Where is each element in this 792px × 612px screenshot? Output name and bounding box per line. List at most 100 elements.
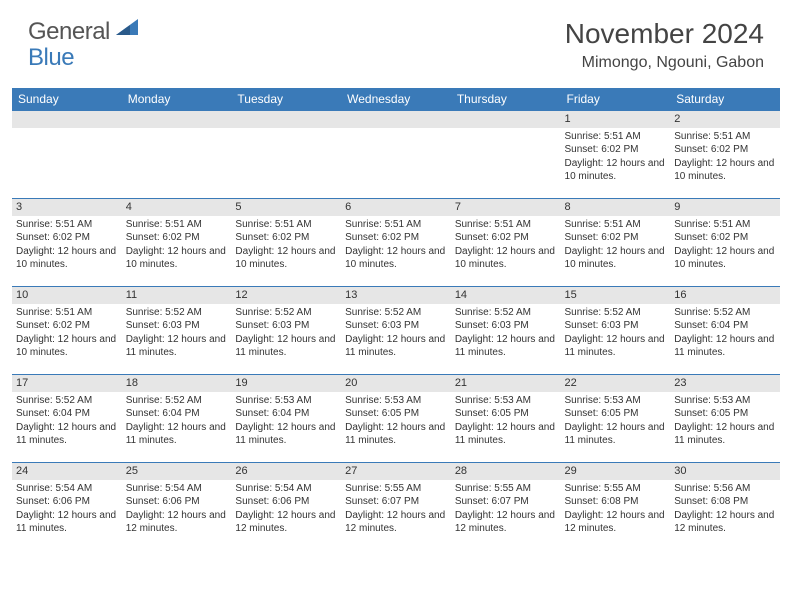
day-info: Sunrise: 5:52 AMSunset: 6:03 PMDaylight:… [126,306,228,360]
day-number: 3 [12,199,122,216]
day-header: Friday [561,88,671,111]
calendar-table: SundayMondayTuesdayWednesdayThursdayFrid… [12,88,780,551]
day-number: 20 [341,375,451,392]
day-cell: 28 Sunrise: 5:55 AMSunset: 6:07 PMDayligh… [451,463,561,551]
calendar-week: 24 Sunrise: 5:54 AMSunset: 6:06 PMDayligh… [12,463,780,551]
day-number: 17 [12,375,122,392]
day-number: 12 [231,287,341,304]
day-cell: 22Sunrise: 5:53 AMSunset: 6:05 PMDayligh… [561,375,671,463]
day-cell: 12Sunrise: 5:52 AMSunset: 6:03 PMDayligh… [231,287,341,375]
day-number: 14 [451,287,561,304]
day-header: Tuesday [231,88,341,111]
day-cell: 18 Sunrise: 5:52 AMSunset: 6:04 PMDayligh… [122,375,232,463]
day-header: Sunday [12,88,122,111]
day-cell: 24Sunrise: 5:54 AMSunset: 6:06 PMDayligh… [12,463,122,551]
day-cell [341,111,451,199]
day-info: Sunrise: 5:52 AMSunset: 6:04 PMDaylight:… [126,394,228,448]
day-number: 19 [231,375,341,392]
day-info: Sunrise: 5:52 AMSunset: 6:03 PMDaylight:… [345,306,447,360]
day-number: 9 [670,199,780,216]
day-cell: 25Sunrise: 5:54 AMSunset: 6:06 PMDayligh… [122,463,232,551]
day-cell: 11Sunrise: 5:52 AMSunset: 6:03 PMDayligh… [122,287,232,375]
day-info: Sunrise: 5:55 AMSunset: 6:07 PMDaylight:… [455,482,557,536]
day-cell [12,111,122,199]
day-info: Sunrise: 5:51 AMSunset: 6:02 PMDaylight:… [565,130,667,184]
day-cell: 23Sunrise: 5:53 AMSunset: 6:05 PMDayligh… [670,375,780,463]
day-info: Sunrise: 5:51 AMSunset: 6:02 PMDaylight:… [674,130,776,184]
day-number: 6 [341,199,451,216]
day-number: 22 [561,375,671,392]
day-cell: 3 Sunrise: 5:51 AMSunset: 6:02 PMDaylight… [12,199,122,287]
calendar-week: 1Sunrise: 5:51 AMSunset: 6:02 PMDaylight… [12,111,780,199]
day-cell [231,111,341,199]
location: Mimongo, Ngouni, Gabon [565,54,764,72]
logo-triangle-icon [116,19,138,40]
day-cell: 21Sunrise: 5:53 AMSunset: 6:05 PMDayligh… [451,375,561,463]
day-info: Sunrise: 5:51 AMSunset: 6:02 PMDaylight:… [16,306,118,360]
day-number: 26 [231,463,341,480]
day-info: Sunrise: 5:53 AMSunset: 6:04 PMDaylight:… [235,394,337,448]
day-number: 27 [341,463,451,480]
day-number: 25 [122,463,232,480]
day-number-empty [122,111,232,128]
day-cell: 10 Sunrise: 5:51 AMSunset: 6:02 PMDayligh… [12,287,122,375]
day-info: Sunrise: 5:51 AMSunset: 6:02 PMDaylight:… [16,218,118,272]
day-cell: 30 Sunrise: 5:56 AMSunset: 6:08 PMDayligh… [670,463,780,551]
day-number: 5 [231,199,341,216]
title-block: November 2024 Mimongo, Ngouni, Gabon [565,18,764,72]
day-number: 4 [122,199,232,216]
day-number: 30 [670,463,780,480]
day-number: 7 [451,199,561,216]
day-cell: 9Sunrise: 5:51 AMSunset: 6:02 PMDaylight… [670,199,780,287]
day-number-empty [451,111,561,128]
day-number-empty [231,111,341,128]
calendar-body: 1Sunrise: 5:51 AMSunset: 6:02 PMDaylight… [12,111,780,551]
day-number: 18 [122,375,232,392]
day-header: Thursday [451,88,561,111]
day-info: Sunrise: 5:52 AMSunset: 6:03 PMDaylight:… [565,306,667,360]
day-info: Sunrise: 5:51 AMSunset: 6:02 PMDaylight:… [126,218,228,272]
day-info: Sunrise: 5:51 AMSunset: 6:02 PMDaylight:… [565,218,667,272]
day-cell [122,111,232,199]
calendar-week: 10 Sunrise: 5:51 AMSunset: 6:02 PMDayligh… [12,287,780,375]
day-number: 10 [12,287,122,304]
logo-text-blue: Blue [28,44,74,71]
day-cell: 6Sunrise: 5:51 AMSunset: 6:02 PMDaylight… [341,199,451,287]
day-cell: 4 Sunrise: 5:51 AMSunset: 6:02 PMDaylight… [122,199,232,287]
day-cell: 16Sunrise: 5:52 AMSunset: 6:04 PMDayligh… [670,287,780,375]
day-number: 13 [341,287,451,304]
day-cell: 13 Sunrise: 5:52 AMSunset: 6:03 PMDayligh… [341,287,451,375]
day-info: Sunrise: 5:56 AMSunset: 6:08 PMDaylight:… [674,482,776,536]
month-title: November 2024 [565,18,764,50]
day-cell: 8 Sunrise: 5:51 AMSunset: 6:02 PMDaylight… [561,199,671,287]
day-number: 28 [451,463,561,480]
day-cell: 14Sunrise: 5:52 AMSunset: 6:03 PMDayligh… [451,287,561,375]
day-number-empty [12,111,122,128]
logo: General [28,18,140,46]
day-info: Sunrise: 5:52 AMSunset: 6:04 PMDaylight:… [674,306,776,360]
day-number: 8 [561,199,671,216]
day-number: 23 [670,375,780,392]
day-cell: 2 Sunrise: 5:51 AMSunset: 6:02 PMDaylight… [670,111,780,199]
day-number-empty [341,111,451,128]
day-number: 24 [12,463,122,480]
day-number: 2 [670,111,780,128]
day-info: Sunrise: 5:51 AMSunset: 6:02 PMDaylight:… [455,218,557,272]
header: General November 2024 Mimongo, Ngouni, G… [0,0,792,80]
day-header: Monday [122,88,232,111]
day-cell: 15 Sunrise: 5:52 AMSunset: 6:03 PMDayligh… [561,287,671,375]
day-cell: 29 Sunrise: 5:55 AMSunset: 6:08 PMDayligh… [561,463,671,551]
day-info: Sunrise: 5:52 AMSunset: 6:04 PMDaylight:… [16,394,118,448]
day-info: Sunrise: 5:55 AMSunset: 6:08 PMDaylight:… [565,482,667,536]
day-number: 29 [561,463,671,480]
logo-text-general: General [28,18,110,46]
day-header: Wednesday [341,88,451,111]
day-info: Sunrise: 5:55 AMSunset: 6:07 PMDaylight:… [345,482,447,536]
day-cell: 27 Sunrise: 5:55 AMSunset: 6:07 PMDayligh… [341,463,451,551]
day-info: Sunrise: 5:54 AMSunset: 6:06 PMDaylight:… [235,482,337,536]
day-header-row: SundayMondayTuesdayWednesdayThursdayFrid… [12,88,780,111]
day-info: Sunrise: 5:53 AMSunset: 6:05 PMDaylight:… [455,394,557,448]
day-number: 15 [561,287,671,304]
calendar-week: 17Sunrise: 5:52 AMSunset: 6:04 PMDayligh… [12,375,780,463]
day-cell: 5Sunrise: 5:51 AMSunset: 6:02 PMDaylight… [231,199,341,287]
